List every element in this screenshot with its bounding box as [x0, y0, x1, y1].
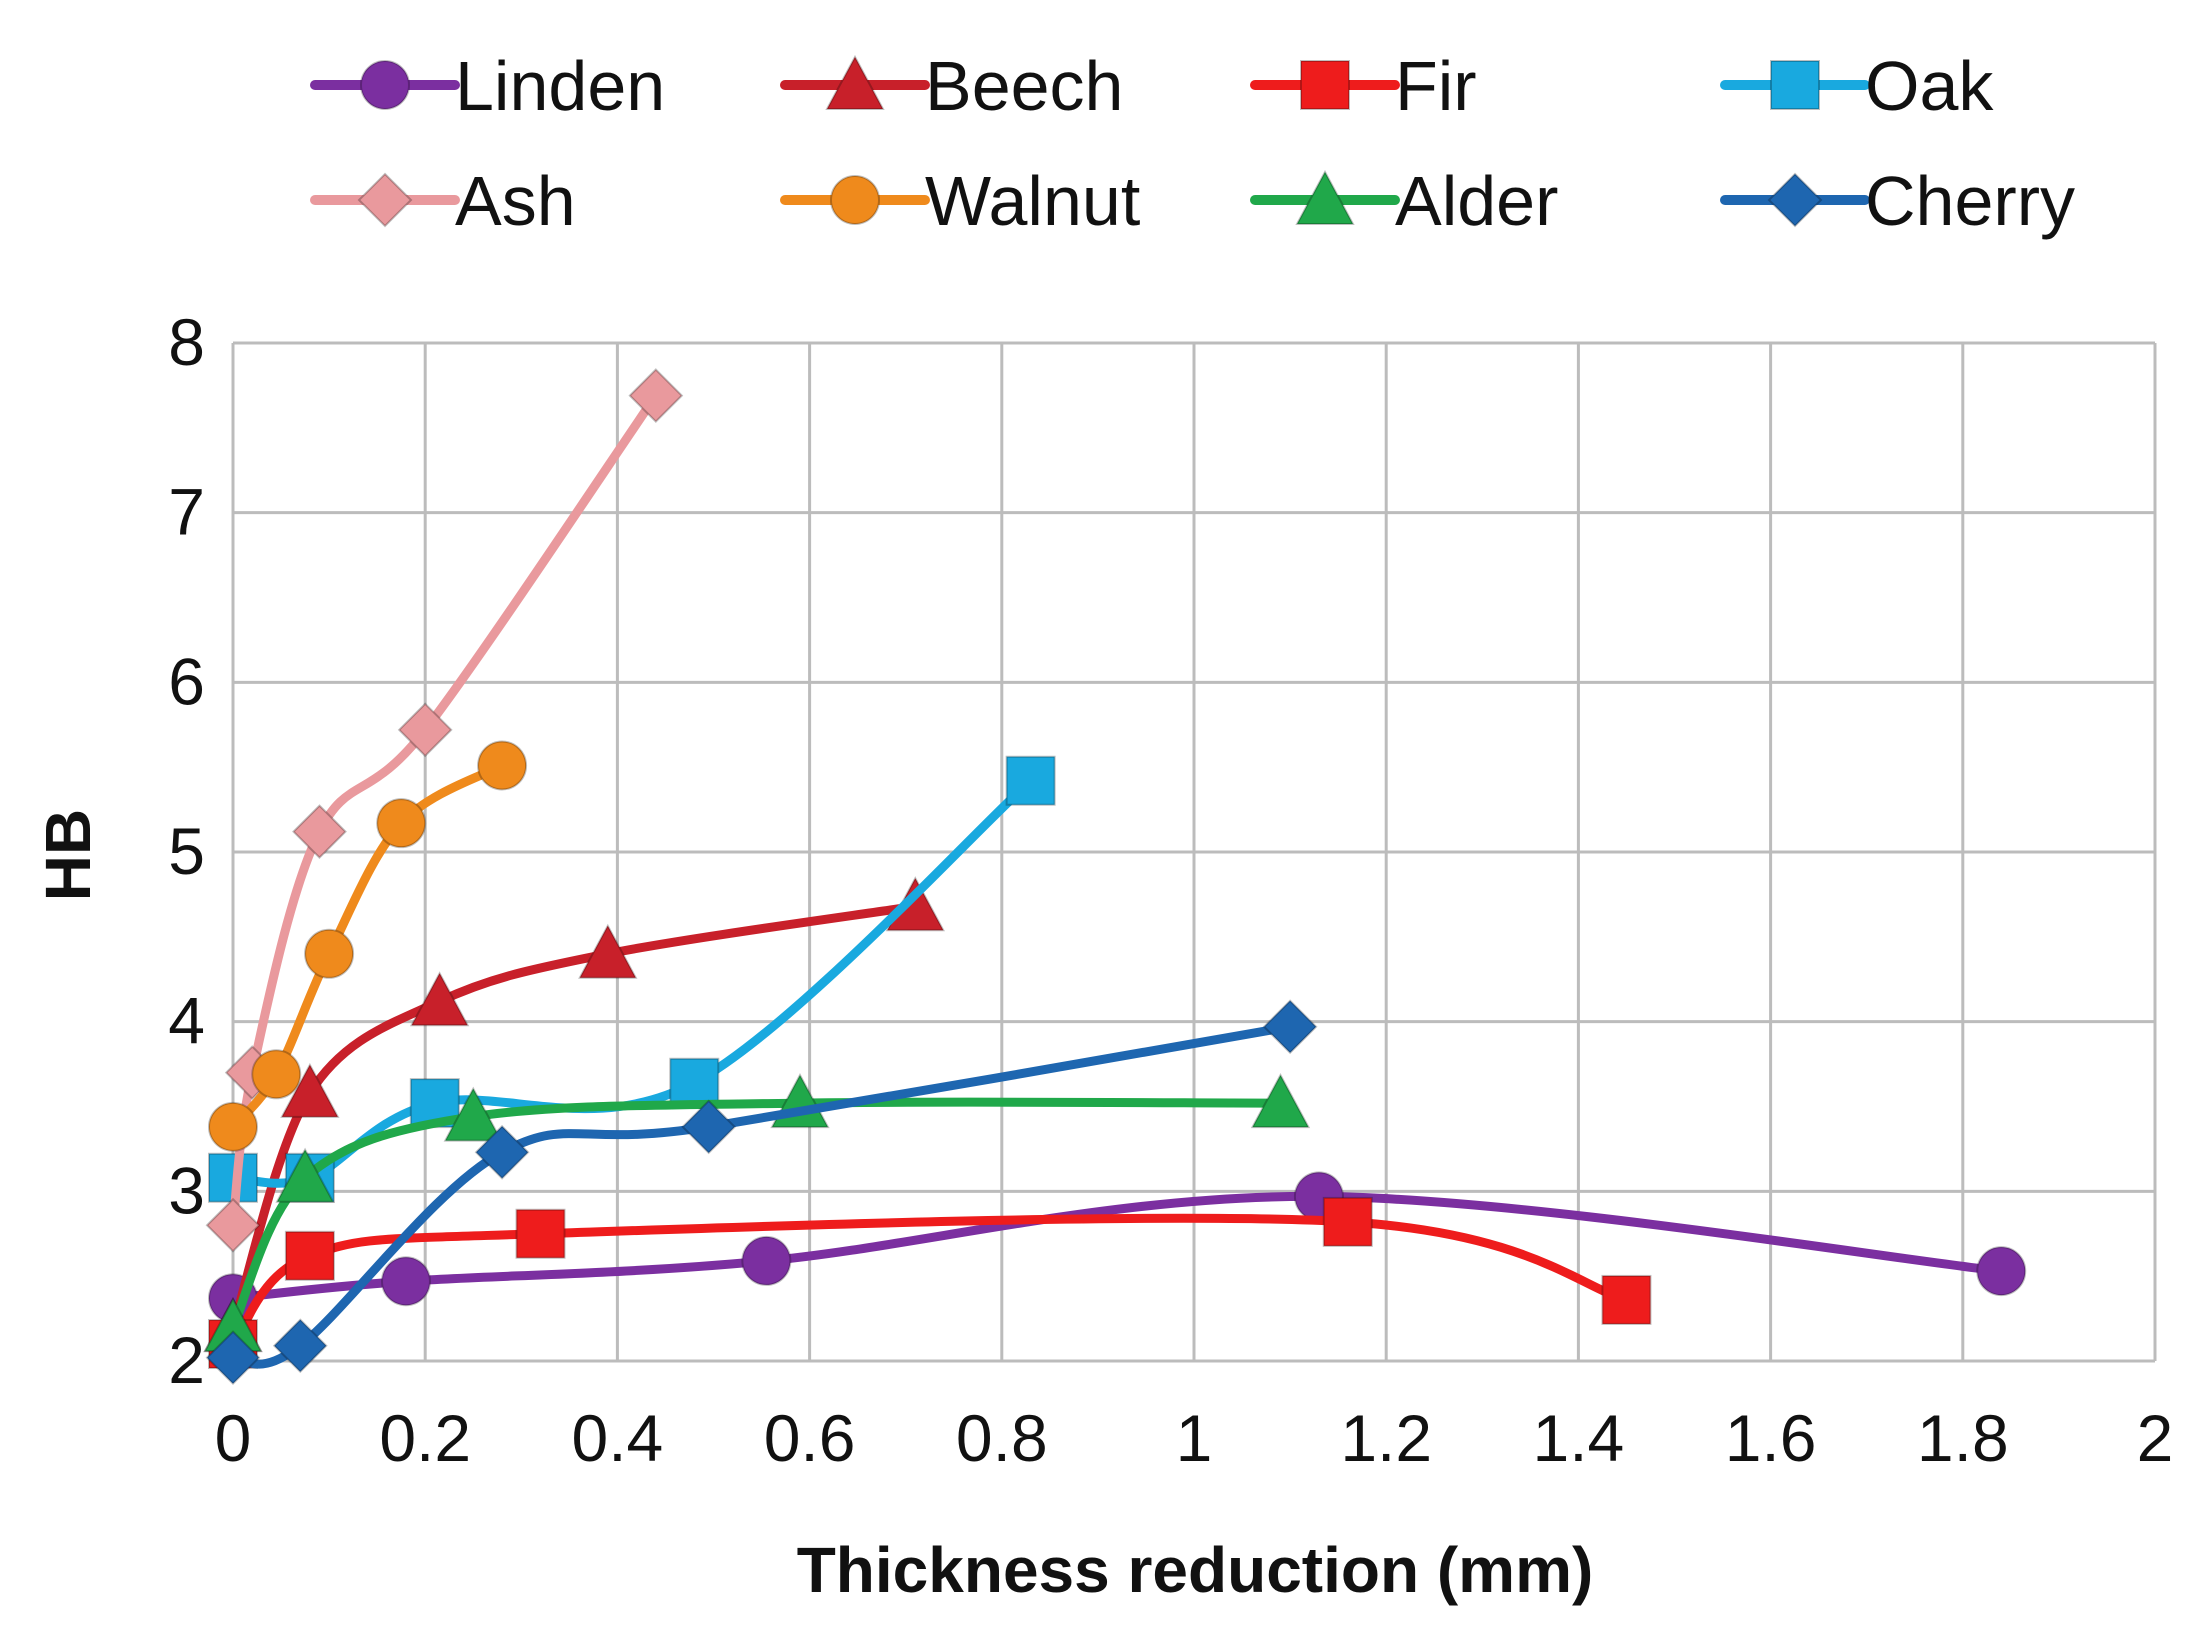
data-point-ash-3 [397, 702, 453, 758]
legend-marker-fir [1300, 60, 1350, 110]
series-line-cherry [228, 1022, 1295, 1369]
x-tick-label: 1 [1176, 1401, 1213, 1475]
data-point-fir-4 [1601, 1274, 1652, 1325]
y-axis-title: HB [32, 809, 104, 901]
legend-item-beech: Beech [780, 47, 1123, 125]
x-tick-label: 0.8 [956, 1401, 1048, 1475]
data-point-alder-2 [443, 1086, 503, 1142]
data-point-cherry-1 [272, 1318, 328, 1374]
series-beech [203, 876, 945, 1353]
legend-item-walnut: Walnut [780, 162, 1140, 240]
data-point-linden-4 [1976, 1246, 2027, 1297]
x-tick-label: 0.2 [379, 1401, 471, 1475]
data-point-alder-4 [1250, 1072, 1311, 1129]
data-point-oak-3 [669, 1057, 720, 1108]
legend-marker-oak [1770, 60, 1820, 110]
data-point-beech-3 [578, 923, 638, 979]
series-ash [205, 368, 684, 1253]
legend-item-ash: Ash [310, 162, 576, 240]
legend-label-oak: Oak [1865, 47, 1994, 125]
legend-marker-alder [1295, 169, 1355, 225]
legend-label-walnut: Walnut [925, 162, 1140, 240]
data-point-ash-0 [205, 1197, 261, 1253]
x-tick-label: 1.2 [1340, 1401, 1432, 1475]
legend-item-fir: Fir [1250, 47, 1477, 125]
series-line-ash [228, 391, 661, 1230]
y-tick-label: 8 [168, 305, 205, 379]
data-point-walnut-1 [251, 1049, 302, 1100]
legend-label-fir: Fir [1395, 47, 1477, 125]
legend-item-alder: Alder [1250, 162, 1558, 240]
legend-marker-ash [357, 172, 413, 228]
data-point-beech-1 [280, 1062, 340, 1118]
y-tick-label: 5 [168, 814, 205, 888]
data-point-ash-2 [292, 804, 347, 860]
legend: Linden Beech Fir Oak Ash Walnut Alder Cherry [310, 47, 2075, 240]
legend-item-oak: Oak [1720, 47, 1994, 125]
y-tick-label: 6 [168, 644, 205, 718]
y-tick-label: 7 [168, 475, 205, 549]
data-point-walnut-4 [477, 740, 528, 791]
legend-label-ash: Ash [455, 162, 576, 240]
data-point-beech-2 [409, 971, 470, 1027]
data-point-alder-1 [275, 1147, 335, 1203]
data-point-walnut-2 [304, 928, 355, 979]
legend-marker-cherry [1767, 172, 1823, 228]
data-point-linden-1 [380, 1256, 431, 1307]
data-point-beech-4 [885, 876, 945, 932]
series-linden [208, 1171, 2027, 1324]
legend-marker-walnut [830, 175, 880, 225]
x-axis-title: Thickness reduction (mm) [797, 1534, 1594, 1606]
series-line-linden [228, 1191, 2006, 1303]
legend-item-cherry: Cherry [1720, 162, 2075, 240]
series-cherry [205, 999, 1318, 1386]
series-group [203, 368, 2027, 1386]
data-point-cherry-2 [474, 1124, 530, 1180]
x-tick-label: 1.8 [1917, 1401, 2009, 1475]
data-point-ash-4 [628, 368, 684, 424]
legend-label-beech: Beech [925, 47, 1123, 125]
legend-marker-linden [360, 60, 410, 110]
data-point-fir-2 [515, 1208, 566, 1259]
y-tick-label: 4 [168, 984, 205, 1058]
data-point-cherry-3 [681, 1099, 737, 1155]
x-axis-ticks: 0 0.2 0.4 0.6 0.8 1 1.2 1.4 1.6 1.8 2 [215, 1401, 2174, 1475]
x-tick-label: 2 [2137, 1401, 2174, 1475]
legend-label-linden: Linden [455, 47, 665, 125]
series-line-oak [228, 776, 1036, 1188]
data-point-fir-3 [1322, 1196, 1373, 1247]
data-point-walnut-3 [376, 798, 427, 849]
y-axis-ticks: 2 3 4 5 6 7 8 [168, 305, 205, 1397]
data-point-fir-1 [284, 1230, 335, 1281]
grid [231, 341, 2157, 1363]
x-tick-label: 0 [215, 1401, 252, 1475]
y-tick-label: 3 [168, 1153, 205, 1227]
data-point-linden-2 [741, 1235, 792, 1286]
data-point-oak-4 [1005, 755, 1056, 806]
legend-label-cherry: Cherry [1865, 162, 2075, 240]
data-point-walnut-0 [208, 1101, 258, 1152]
x-tick-label: 1.6 [1725, 1401, 1817, 1475]
legend-item-linden: Linden [310, 47, 665, 125]
x-tick-label: 0.6 [764, 1401, 856, 1475]
x-tick-label: 0.4 [572, 1401, 664, 1475]
series-walnut [208, 740, 528, 1152]
data-point-cherry-4 [1262, 999, 1318, 1055]
y-tick-label: 2 [168, 1323, 205, 1397]
data-point-cherry-0 [205, 1330, 261, 1386]
legend-label-alder: Alder [1395, 162, 1558, 240]
legend-marker-beech [825, 54, 885, 110]
x-tick-label: 1.4 [1533, 1401, 1625, 1475]
